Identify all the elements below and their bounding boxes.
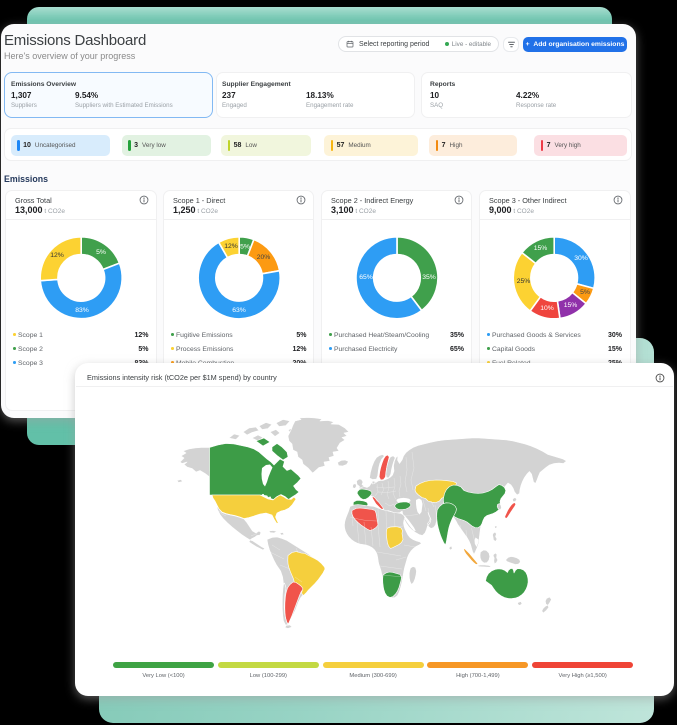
svg-text:30%: 30% (574, 255, 588, 262)
svg-text:5%: 5% (580, 289, 590, 296)
svg-text:15%: 15% (534, 245, 548, 252)
svg-text:12%: 12% (224, 243, 238, 250)
svg-text:35%: 35% (422, 274, 436, 281)
svg-text:15%: 15% (564, 302, 578, 309)
svg-text:20%: 20% (257, 254, 271, 261)
svg-text:63%: 63% (232, 307, 246, 314)
svg-text:5%: 5% (240, 244, 250, 251)
svg-text:10%: 10% (540, 305, 554, 312)
svg-text:25%: 25% (517, 278, 531, 285)
svg-text:12%: 12% (50, 252, 64, 259)
svg-text:83%: 83% (75, 307, 89, 314)
svg-text:5%: 5% (96, 249, 106, 256)
svg-text:65%: 65% (359, 274, 373, 281)
